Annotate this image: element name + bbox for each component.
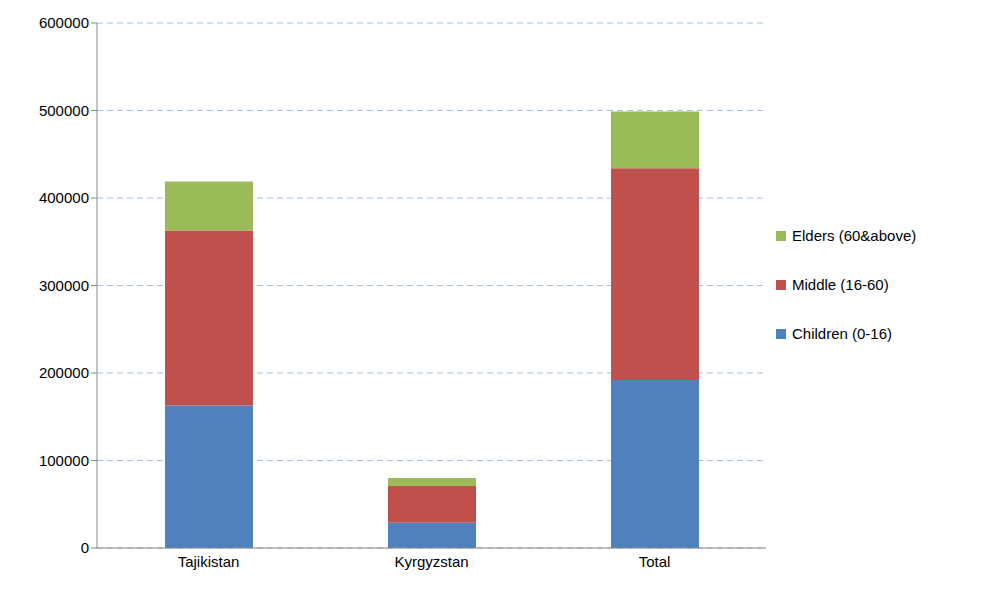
svg-text:Total: Total — [639, 553, 671, 570]
html-text:Elders (60&above): Elders (60&above) — [792, 227, 917, 244]
svg-text:400000: 400000 — [39, 189, 89, 206]
svg-text:600000: 600000 — [39, 14, 89, 31]
svg-text:200000: 200000 — [39, 364, 89, 381]
svg-text:Tajikistan: Tajikistan — [178, 553, 240, 570]
html-text:Children (0-16): Children (0-16) — [792, 325, 892, 342]
svg-text:100000: 100000 — [39, 452, 89, 469]
svg-text:Kyrgyzstan: Kyrgyzstan — [394, 553, 468, 570]
svg-text:0: 0 — [81, 539, 89, 556]
html-text:Middle (16-60): Middle (16-60) — [792, 276, 889, 293]
svg-text:300000: 300000 — [39, 277, 89, 294]
svg-text:500000: 500000 — [39, 102, 89, 119]
